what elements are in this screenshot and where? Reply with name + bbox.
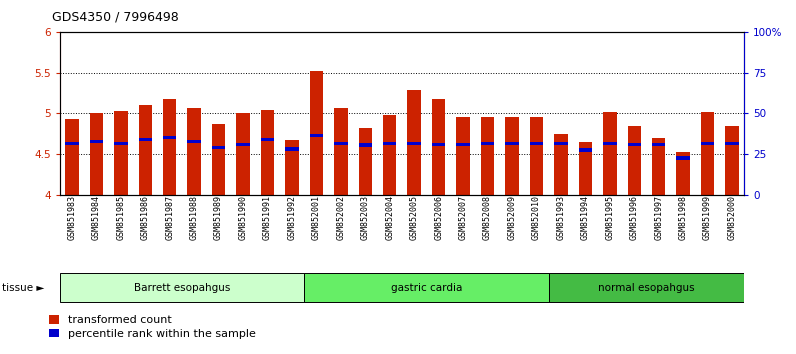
Bar <box>236 143 250 146</box>
Bar <box>114 142 127 145</box>
Text: GSM852002: GSM852002 <box>337 195 345 240</box>
Bar <box>529 142 543 145</box>
Bar <box>334 108 348 195</box>
Bar <box>481 116 494 195</box>
Bar <box>90 140 103 143</box>
Text: GSM851995: GSM851995 <box>605 195 615 240</box>
Text: GDS4350 / 7996498: GDS4350 / 7996498 <box>52 11 178 24</box>
Bar <box>603 142 617 145</box>
FancyBboxPatch shape <box>548 273 744 302</box>
Text: GSM851985: GSM851985 <box>116 195 125 240</box>
Text: GSM851999: GSM851999 <box>703 195 712 240</box>
Bar <box>579 148 592 152</box>
Text: GSM852004: GSM852004 <box>385 195 394 240</box>
Bar <box>261 138 275 141</box>
Legend: transformed count, percentile rank within the sample: transformed count, percentile rank withi… <box>49 315 256 339</box>
Bar <box>212 124 225 195</box>
Bar <box>529 118 543 195</box>
FancyBboxPatch shape <box>60 273 304 302</box>
Bar <box>139 105 152 195</box>
Text: Barrett esopahgus: Barrett esopahgus <box>134 282 230 293</box>
Text: GSM852007: GSM852007 <box>458 195 467 240</box>
Text: GSM851997: GSM851997 <box>654 195 663 240</box>
Text: gastric cardia: gastric cardia <box>391 282 462 293</box>
Bar <box>236 113 250 195</box>
Bar <box>725 126 739 195</box>
Bar <box>700 113 714 195</box>
Text: GSM851988: GSM851988 <box>189 195 199 240</box>
Bar <box>627 126 641 195</box>
Text: GSM852001: GSM852001 <box>312 195 321 240</box>
Bar <box>334 142 348 145</box>
Text: GSM852000: GSM852000 <box>728 195 736 240</box>
Text: GSM852008: GSM852008 <box>483 195 492 240</box>
Bar <box>456 143 470 146</box>
Bar <box>505 142 519 145</box>
Bar <box>139 138 152 141</box>
Bar <box>432 143 446 146</box>
Bar <box>310 133 323 137</box>
Bar <box>358 128 372 195</box>
Bar <box>603 112 617 195</box>
Bar <box>456 116 470 195</box>
Bar <box>383 142 396 145</box>
Bar <box>114 111 127 195</box>
Text: GSM852010: GSM852010 <box>532 195 541 240</box>
Bar <box>554 133 568 195</box>
Bar <box>652 143 665 146</box>
Text: GSM851993: GSM851993 <box>556 195 565 240</box>
Text: GSM851987: GSM851987 <box>166 195 174 240</box>
Bar <box>285 140 298 195</box>
Bar <box>677 156 690 160</box>
Text: GSM851990: GSM851990 <box>239 195 248 240</box>
Bar <box>90 113 103 195</box>
Text: GSM852009: GSM852009 <box>508 195 517 240</box>
Text: GSM851986: GSM851986 <box>141 195 150 240</box>
Bar <box>163 136 177 139</box>
Text: normal esopahgus: normal esopahgus <box>598 282 695 293</box>
Bar <box>65 119 79 195</box>
Bar <box>163 99 177 195</box>
Text: GSM851989: GSM851989 <box>214 195 223 240</box>
Bar <box>358 143 372 147</box>
FancyBboxPatch shape <box>304 273 548 302</box>
Bar <box>505 116 519 195</box>
Bar <box>627 143 641 146</box>
Bar <box>725 142 739 145</box>
Bar <box>261 110 275 195</box>
Bar <box>700 142 714 145</box>
Bar <box>65 142 79 145</box>
Text: GSM852006: GSM852006 <box>434 195 443 240</box>
Bar <box>212 146 225 149</box>
Bar <box>432 99 446 195</box>
Text: GSM851996: GSM851996 <box>630 195 638 240</box>
Text: tissue ►: tissue ► <box>2 282 44 293</box>
Text: GSM852003: GSM852003 <box>361 195 370 240</box>
Text: GSM851998: GSM851998 <box>679 195 688 240</box>
Text: GSM851983: GSM851983 <box>68 195 76 240</box>
Text: GSM851992: GSM851992 <box>287 195 296 240</box>
Bar <box>408 142 421 145</box>
Bar <box>285 148 298 151</box>
Bar <box>408 91 421 195</box>
Text: GSM851994: GSM851994 <box>581 195 590 240</box>
Text: GSM852005: GSM852005 <box>410 195 419 240</box>
Bar <box>579 142 592 195</box>
Bar <box>652 138 665 195</box>
Bar <box>310 71 323 195</box>
Bar <box>383 115 396 195</box>
Bar <box>187 108 201 195</box>
Text: GSM851991: GSM851991 <box>263 195 272 240</box>
Bar <box>554 142 568 145</box>
Bar <box>187 140 201 143</box>
Bar <box>677 152 690 195</box>
Bar <box>481 142 494 145</box>
Text: GSM851984: GSM851984 <box>92 195 101 240</box>
